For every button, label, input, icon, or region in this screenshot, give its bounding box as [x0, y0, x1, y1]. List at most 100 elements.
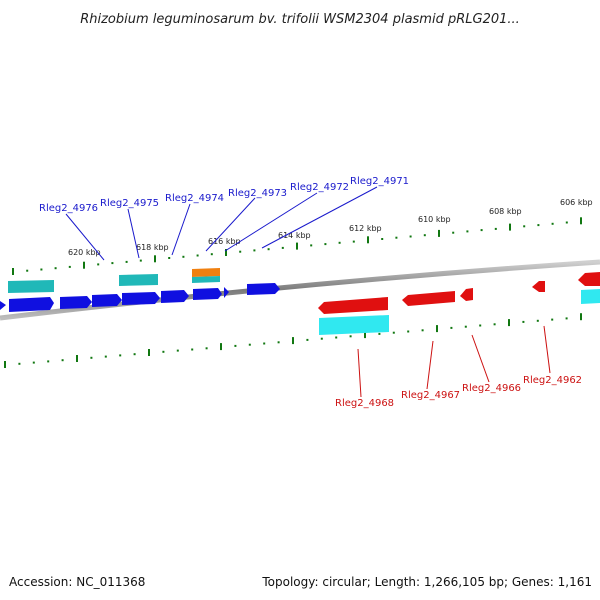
reverse-cds-arrow[interactable]: [578, 272, 600, 286]
minor-tick: [378, 332, 381, 335]
major-tick: [225, 249, 227, 256]
gene-label-rleg2-4973[interactable]: Rleg2_4973: [228, 188, 287, 199]
forward-cds-arrow[interactable]: [247, 283, 280, 295]
minor-tick: [18, 362, 21, 365]
minor-tick: [168, 257, 171, 259]
major-tick: [76, 355, 78, 362]
minor-tick: [111, 262, 114, 265]
gene-label-rleg2-4971[interactable]: Rleg2_4971: [350, 176, 409, 187]
tick-label-620kbp: 620 kbp: [68, 248, 101, 257]
minor-tick: [26, 269, 29, 272]
reverse-cds-arrow[interactable]: [318, 297, 388, 314]
minor-tick: [68, 265, 71, 268]
minor-tick: [310, 244, 313, 247]
reverse-rna-feature[interactable]: [319, 315, 389, 335]
minor-tick: [395, 236, 398, 239]
forward-gene-labels: Rleg2_4976 Rleg2_4975 Rleg2_4974 Rleg2_4…: [39, 176, 409, 261]
major-tick: [509, 223, 511, 231]
leader-line: [543, 325, 551, 374]
minor-tick: [551, 222, 554, 225]
minor-tick: [90, 356, 93, 359]
forward-cds-arrow[interactable]: [92, 294, 122, 307]
minor-tick: [381, 238, 384, 240]
gene-label-rleg2-4975[interactable]: Rleg2_4975: [100, 198, 159, 209]
minor-tick: [324, 243, 327, 246]
tick-label-614kbp: 614 kbp: [278, 231, 311, 240]
major-tick: [83, 261, 85, 269]
other-feature[interactable]: [192, 268, 220, 277]
minor-tick: [536, 319, 539, 322]
leader-line: [65, 213, 105, 261]
reverse-gene-labels: Rleg2_4968 Rleg2_4967 Rleg2_4966 Rleg2_4…: [335, 325, 582, 409]
forward-cds-arrow[interactable]: [161, 290, 189, 303]
tick-label-618kbp: 618 kbp: [136, 243, 169, 252]
forward-cds-arrow[interactable]: [122, 292, 160, 305]
major-tick: [292, 337, 294, 345]
minor-tick: [61, 359, 64, 362]
forward-rna-feature[interactable]: [8, 280, 54, 293]
reverse-cds-arrow[interactable]: [460, 288, 473, 301]
minor-tick: [452, 231, 455, 234]
gene-label-rleg2-4966[interactable]: Rleg2_4966: [462, 383, 521, 394]
minor-tick: [464, 325, 467, 328]
minor-tick: [450, 326, 453, 329]
reverse-cds-arrow[interactable]: [532, 281, 545, 292]
gene-label-rleg2-4967[interactable]: Rleg2_4967: [401, 390, 460, 401]
map-title: Rhizobium leguminosarum bv. trifolii WSM…: [80, 12, 520, 27]
tick-label-606kbp: 606 kbp: [560, 198, 593, 207]
minor-tick: [551, 318, 554, 321]
minor-tick: [40, 268, 43, 271]
minor-tick: [338, 241, 341, 244]
minor-tick: [32, 361, 35, 364]
accession-text: Accession: NC_011368: [9, 575, 145, 589]
minor-tick: [494, 227, 497, 230]
genome-backbone: [0, 259, 600, 321]
minor-tick: [234, 344, 237, 347]
tick-label-612kbp: 612 kbp: [349, 224, 382, 233]
minor-tick: [239, 250, 242, 253]
major-tick: [580, 313, 582, 321]
gene-label-rleg2-4962[interactable]: Rleg2_4962: [523, 375, 582, 386]
forward-rna-feature[interactable]: [119, 274, 158, 286]
reverse-cds-arrow[interactable]: [402, 291, 455, 306]
gene-label-rleg2-4968[interactable]: Rleg2_4968: [335, 398, 394, 409]
forward-rna-feature[interactable]: [192, 276, 220, 283]
gene-label-rleg2-4972[interactable]: Rleg2_4972: [290, 182, 349, 193]
leader-line: [171, 203, 191, 256]
forward-cds-arrow[interactable]: [0, 301, 6, 310]
tick-label-610kbp: 610 kbp: [418, 215, 451, 224]
minor-tick: [281, 246, 284, 249]
major-tick: [580, 217, 582, 225]
minor-tick: [306, 338, 309, 341]
leader-line: [205, 197, 256, 252]
gene-label-rleg2-4976[interactable]: Rleg2_4976: [39, 203, 98, 214]
major-tick: [12, 268, 14, 275]
leader-line: [426, 340, 434, 390]
major-tick: [296, 242, 298, 250]
forward-cds-arrow[interactable]: [193, 288, 222, 300]
forward-cds-arrow[interactable]: [9, 297, 54, 312]
minor-tick: [263, 342, 266, 345]
minor-tick: [480, 229, 483, 232]
minor-tick: [523, 225, 526, 228]
minor-tick: [493, 323, 496, 326]
kbp-ticks-inner: [4, 313, 582, 368]
forward-cds-arrow[interactable]: [224, 287, 229, 298]
minor-tick: [139, 259, 142, 262]
minor-tick: [54, 267, 57, 270]
leader-line: [357, 348, 362, 398]
minor-tick: [277, 341, 280, 344]
minor-tick: [176, 349, 179, 352]
minor-tick: [104, 355, 107, 358]
reverse-rna-feature[interactable]: [581, 289, 600, 304]
major-tick: [438, 229, 440, 237]
minor-tick: [47, 360, 50, 363]
gene-label-rleg2-4974[interactable]: Rleg2_4974: [165, 193, 224, 204]
major-tick: [436, 325, 438, 333]
minor-tick: [479, 324, 482, 327]
minor-tick: [392, 331, 395, 334]
forward-cds-arrow[interactable]: [60, 296, 92, 309]
minor-tick: [162, 350, 165, 353]
major-tick: [367, 236, 369, 244]
leader-line: [127, 208, 140, 259]
